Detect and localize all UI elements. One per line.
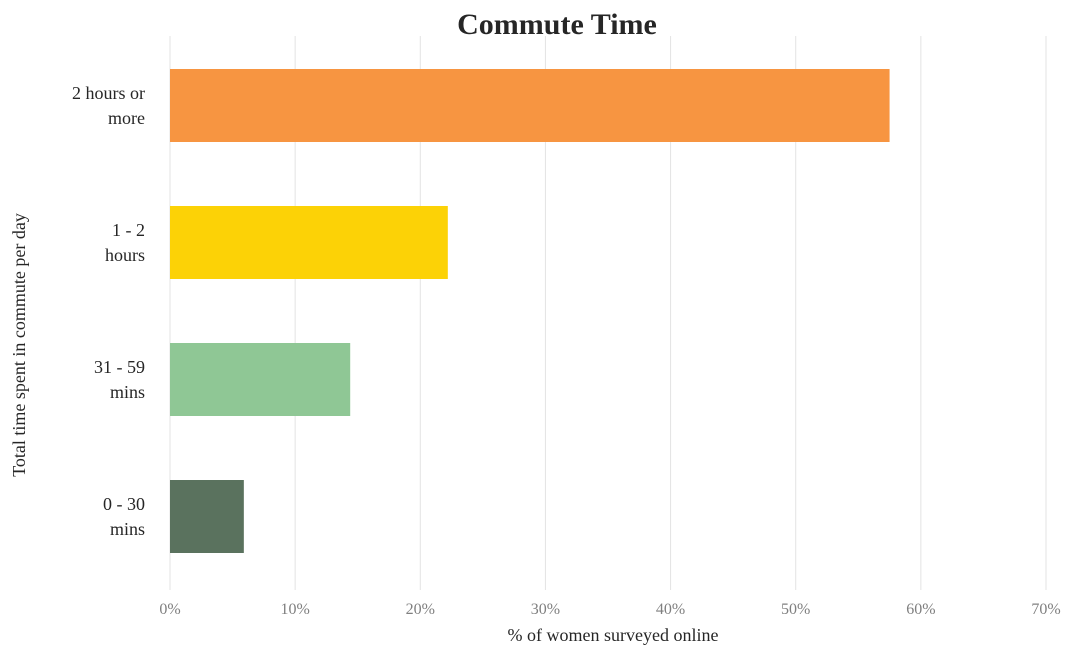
x-tick-label: 60% xyxy=(906,601,935,618)
category-label: 1 - 2 hours xyxy=(105,220,145,265)
bar xyxy=(170,69,890,142)
x-tick-label: 20% xyxy=(406,601,435,618)
x-tick-label: 50% xyxy=(781,601,810,618)
category-label-line: hours xyxy=(105,245,145,265)
category-label-line: 2 hours or xyxy=(72,83,145,103)
category-label-line: 31 - 59 xyxy=(94,357,145,377)
category-label-line: mins xyxy=(110,519,145,539)
category-label-line: 0 - 30 xyxy=(103,494,145,514)
chart-title: Commute Time xyxy=(457,8,657,41)
category-label: 2 hours or more xyxy=(72,83,145,128)
bar xyxy=(170,480,244,553)
category-label-line: mins xyxy=(110,382,145,402)
x-tick-label: 30% xyxy=(531,601,560,618)
category-label: 31 - 59 mins xyxy=(94,357,145,402)
category-label-line: 1 - 2 xyxy=(112,220,145,240)
x-tick-label: 70% xyxy=(1031,601,1060,618)
x-tick-label: 10% xyxy=(280,601,309,618)
x-tick-label: 0% xyxy=(159,601,180,618)
bar xyxy=(170,206,448,279)
category-label: 0 - 30 mins xyxy=(103,494,145,539)
y-axis-title: Total time spent in commute per day xyxy=(9,213,29,477)
category-label-line: more xyxy=(108,108,145,128)
x-tick-label: 40% xyxy=(656,601,685,618)
bars xyxy=(170,69,890,553)
x-axis-title: % of women surveyed online xyxy=(508,625,719,645)
x-tick-labels: 0% 10% 20% 30% 40% 50% 60% 70% xyxy=(159,601,1060,618)
bar xyxy=(170,343,351,416)
